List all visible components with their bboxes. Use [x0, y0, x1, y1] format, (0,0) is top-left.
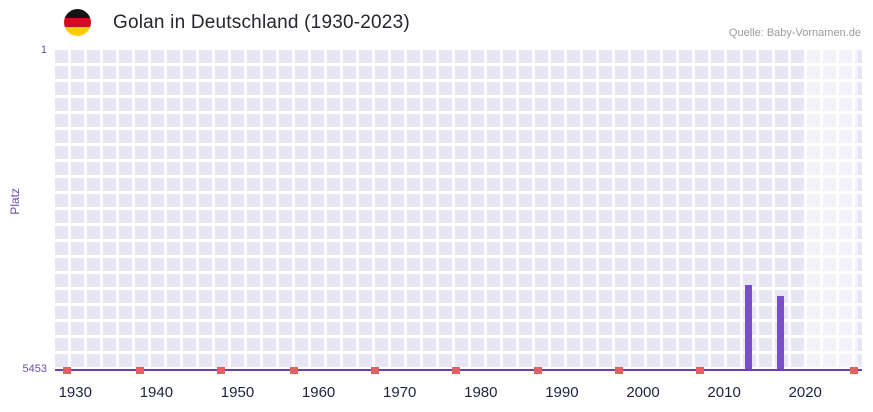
no-rank-marker-1997	[614, 367, 623, 374]
no-rank-marker-1929	[63, 367, 72, 374]
plot-area	[55, 50, 862, 374]
x-tick-label-1970: 1970	[383, 384, 417, 401]
x-axis: 1930 1940 1950 1960 1970 1980 1990 2000 2010 2020	[55, 384, 862, 406]
no-rank-marker-1967	[371, 367, 380, 374]
x-tick-label-1980: 1980	[464, 384, 498, 401]
no-rank-marker-1987	[533, 367, 542, 374]
bar-2013	[744, 284, 752, 370]
x-tick-label-2020: 2020	[788, 384, 822, 401]
no-rank-marker-2026	[849, 367, 858, 374]
x-tick-label-1930: 1930	[58, 384, 92, 401]
x-tick-label-2010: 2010	[707, 384, 741, 401]
recent-years-band	[805, 50, 858, 370]
y-tick-top: 1	[40, 44, 47, 56]
y-tick-bottom: 5453	[22, 363, 47, 375]
no-rank-marker-1948	[217, 367, 226, 374]
german-flag-icon	[64, 9, 91, 36]
page-title: Golan in Deutschland (1930-2023)	[113, 12, 410, 33]
x-tick-label-2000: 2000	[626, 384, 660, 401]
no-rank-marker-1957	[290, 367, 299, 374]
source-attribution: Quelle: Baby-Vornamen.de	[728, 27, 861, 39]
no-rank-marker-2007	[695, 367, 704, 374]
bar-2017	[777, 296, 785, 370]
no-rank-marker-1938	[136, 367, 145, 374]
x-tick-label-1990: 1990	[545, 384, 579, 401]
no-rank-marker-1977	[452, 367, 461, 374]
x-tick-label-1950: 1950	[220, 384, 255, 401]
y-axis-title: Platz	[8, 188, 22, 215]
x-tick-label-1940: 1940	[139, 384, 174, 401]
x-tick-label-1960: 1960	[301, 384, 336, 401]
